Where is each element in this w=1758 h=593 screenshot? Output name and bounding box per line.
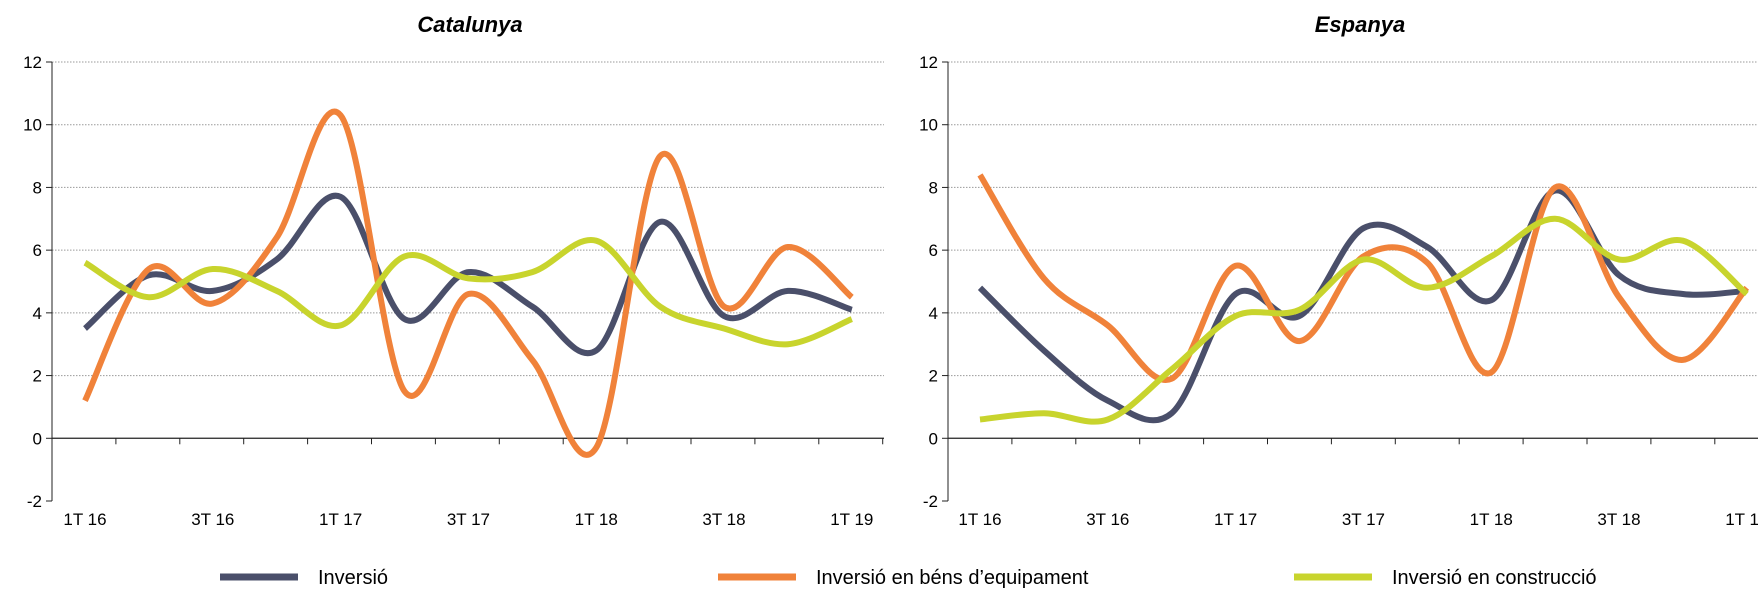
y-tick-label: 0 [929,429,938,448]
x-tick-label: 1T 17 [319,510,362,529]
chart-title-espanya: Espanya [1315,12,1406,37]
chart-panel-1: -2 0 2 4 6 8 10 12 1T 16 3T 16 1T 17 3T 17 1T 18 3T 1… [919,53,1758,529]
y-tick-label: 0 [33,429,42,448]
y-tick-label: -2 [27,492,42,511]
series-line-equipament [977,173,1750,384]
x-tick-label: 1T 19 [830,510,873,529]
y-tick-label: 10 [23,116,42,135]
x-tick-label: 1T 18 [1470,510,1513,529]
y-tick-label: 6 [929,241,938,260]
x-tick-label: 3T 16 [191,510,234,529]
series-line-construccio [979,215,1749,425]
y-tick-label: 8 [929,178,938,197]
chart-title-catalunya: Catalunya [417,12,522,37]
series-line-inversio [977,187,1747,424]
x-tick-label: 1T 17 [1214,510,1257,529]
x-tick-label: 1T 16 [958,510,1001,529]
legend-item-inversio: Inversió [220,567,388,589]
x-tick-label: 3T 17 [1342,510,1385,529]
legend-item-construccio: Inversió en construcció [1294,567,1597,589]
legend-label-inversio: Inversió [318,567,388,589]
y-tick-label: 8 [33,178,42,197]
series-line-construccio [83,237,853,348]
y-tick-label: 4 [33,304,42,323]
x-tick-label: 1T 18 [575,510,618,529]
x-tick-label: 3T 18 [1597,510,1640,529]
x-tick-label: 1T 19 [1725,510,1758,529]
y-tick-label: -2 [923,492,938,511]
x-tick-label: 3T 17 [447,510,490,529]
y-tick-label: 12 [919,53,938,72]
series-line-inversio [83,192,853,356]
legend-label-construccio: Inversió en construcció [1392,567,1597,589]
y-tick-label: 4 [929,304,938,323]
chart-panel-0: -2 0 2 4 6 8 10 12 1T 16 3T 16 1T 17 3T 17 1T 18 3T 1… [23,53,884,529]
legend: Inversió Inversió en béns d’equipament I… [220,567,1597,589]
y-tick-label: 2 [929,367,938,386]
x-tick-label: 1T 16 [63,510,106,529]
legend-label-equipament: Inversió en béns d’equipament [816,567,1089,589]
x-tick-label: 3T 18 [702,510,745,529]
y-tick-label: 6 [33,241,42,260]
legend-item-equipament: Inversió en béns d’equipament [718,567,1089,589]
y-tick-label: 2 [33,367,42,386]
series-line-equipament [82,108,854,458]
y-tick-label: 10 [919,116,938,135]
x-tick-label: 3T 16 [1086,510,1129,529]
y-tick-label: 12 [23,53,42,72]
